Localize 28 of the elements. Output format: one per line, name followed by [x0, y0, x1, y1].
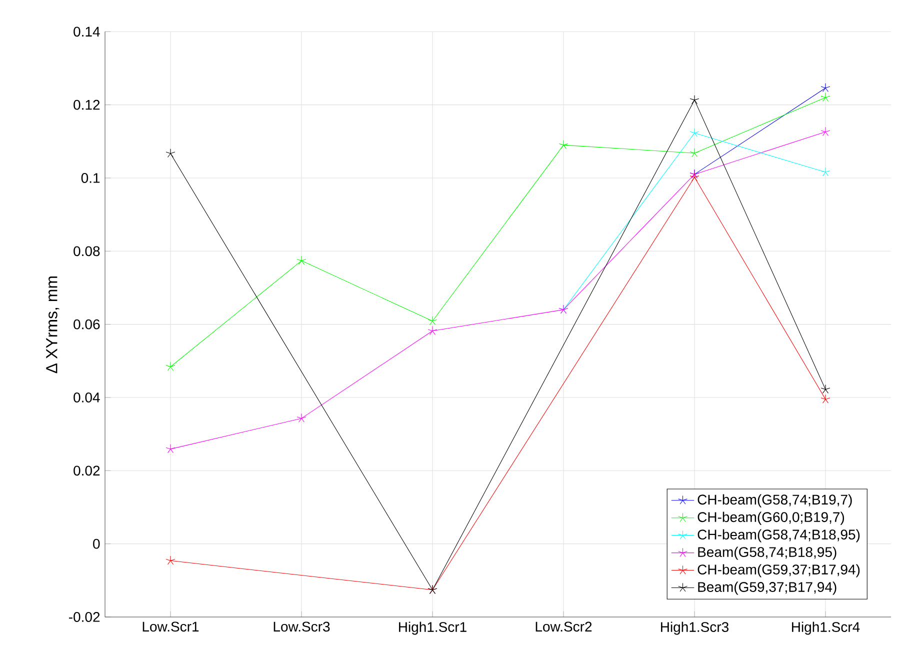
point: [296, 413, 306, 422]
x-tick-label: High1.Scr1: [399, 622, 466, 635]
point: [428, 316, 438, 326]
x-tick-label: Low.Scr1: [142, 622, 199, 632]
x-tick-label: Low.Scr3: [274, 622, 330, 632]
legend-label: CH-beam(G59,37;B17,94): [698, 564, 860, 578]
legend-label: CH-beam(G58,74;B19,7): [698, 494, 852, 508]
x-tick-label: Low.Scr2: [536, 622, 592, 632]
point: [428, 326, 438, 335]
x-tick-label: High1.Scr4: [792, 622, 860, 635]
y-tick-label: 0.02: [74, 466, 100, 476]
y-tick-label: 0.06: [74, 319, 100, 330]
point: [296, 256, 306, 265]
y-tick-label: 0.1: [81, 173, 100, 183]
point: [558, 140, 568, 150]
y-tick-label: 0: [93, 538, 100, 549]
y-tick-label: 0.14: [74, 26, 100, 37]
y-tick-label: 0.04: [74, 392, 100, 402]
point: [690, 148, 700, 158]
legend-label: CH-beam(G58,74;B18,95): [698, 529, 860, 542]
legend-label: Beam(G59,37;B17,94): [698, 582, 836, 595]
x-tick-label: High1.Scr3: [661, 622, 729, 635]
y-axis-title: ∆ XYrms, mm: [46, 276, 60, 374]
y-tick-label: 0.12: [74, 100, 100, 110]
legend-label: CH-beam(G60,0;B19,7): [698, 512, 844, 525]
y-tick-label: 0.08: [74, 246, 100, 256]
legend-label: Beam(G58,74;B18,95): [698, 546, 836, 560]
y-tick-label: -0.02: [69, 612, 100, 622]
